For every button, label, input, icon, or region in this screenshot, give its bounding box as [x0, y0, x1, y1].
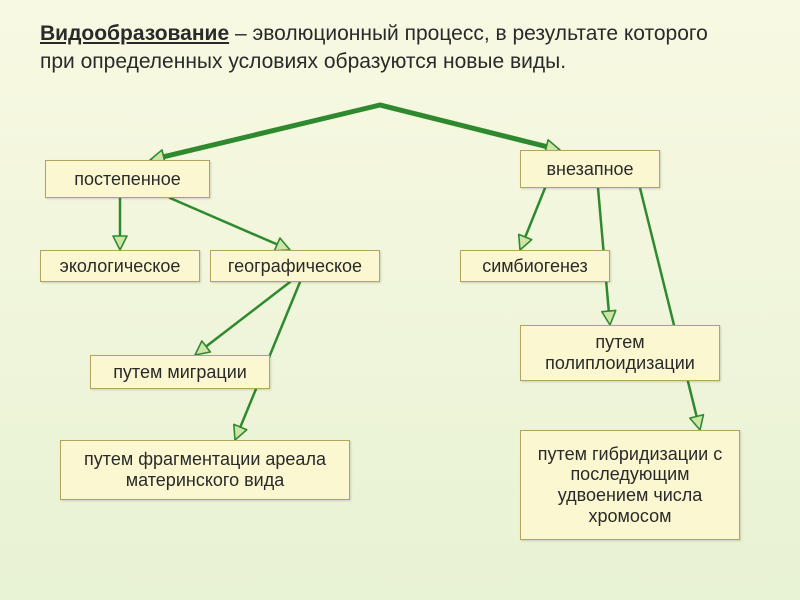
- node-label: экологическое: [60, 256, 181, 277]
- node-label: путем миграции: [113, 362, 247, 383]
- node-label: путем гибридизации с последующим удвоени…: [531, 444, 729, 527]
- node-polyploid: путем полиплоидизации: [520, 325, 720, 381]
- node-hybridization: путем гибридизации с последующим удвоени…: [520, 430, 740, 540]
- node-migration: путем миграции: [90, 355, 270, 389]
- node-gradual: постепенное: [45, 160, 210, 198]
- node-fragmentation: путем фрагментации ареала материнского в…: [60, 440, 350, 500]
- node-label: географическое: [228, 256, 362, 277]
- node-symbiogenesis: симбиогенез: [460, 250, 610, 282]
- node-label: симбиогенез: [482, 256, 588, 277]
- node-ecological: экологическое: [40, 250, 200, 282]
- node-label: постепенное: [74, 169, 180, 190]
- title-term: Видообразование: [40, 22, 229, 45]
- node-label: внезапное: [546, 159, 633, 180]
- node-geographic: географическое: [210, 250, 380, 282]
- title-block: Видообразование – эволюционный процесс, …: [40, 20, 740, 77]
- node-label: путем полиплоидизации: [531, 332, 709, 373]
- node-sudden: внезапное: [520, 150, 660, 188]
- node-label: путем фрагментации ареала материнского в…: [71, 449, 339, 490]
